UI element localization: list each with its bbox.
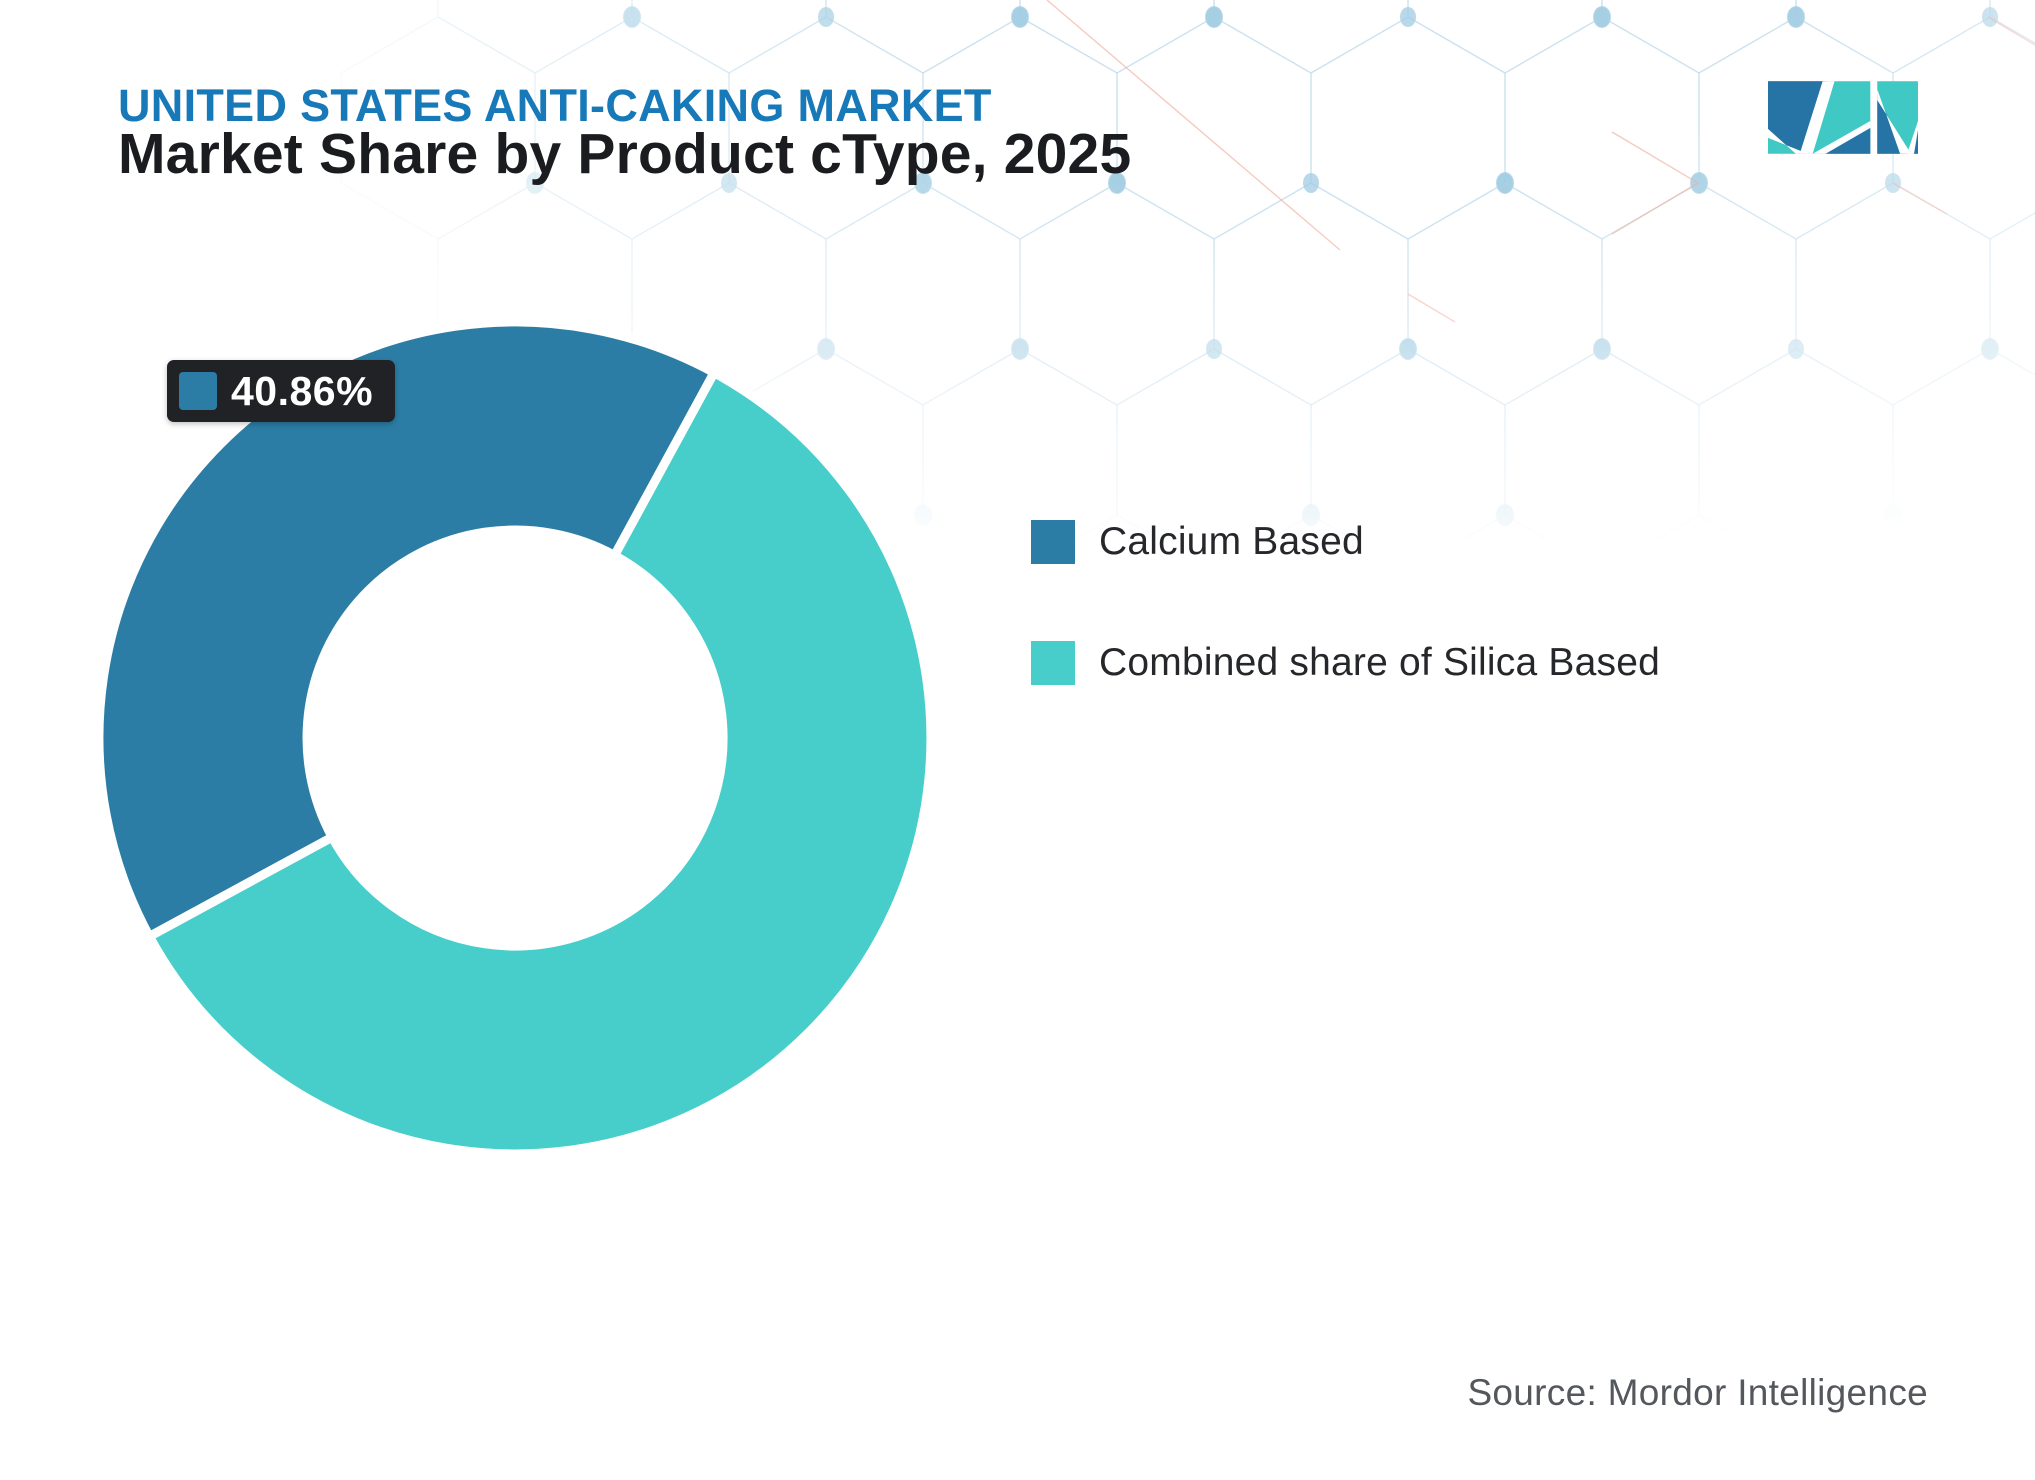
donut-slice-combined-share-of-silica-based[interactable] (144, 368, 936, 1159)
mordor-intelligence-logo (1768, 81, 1918, 154)
legend-swatch-silica (1031, 641, 1075, 685)
chart-title: Market Share by Product cType, 2025 (118, 122, 1132, 186)
legend-item-calcium-based[interactable]: Calcium Based (1031, 520, 1660, 564)
legend-swatch-calcium (1031, 520, 1075, 564)
logo-right-block (1877, 81, 1918, 154)
data-label-callout[interactable]: 40.86% (167, 360, 396, 422)
callout-value: 40.86% (231, 367, 374, 414)
legend-label-silica: Combined share of Silica Based (1099, 641, 1660, 684)
legend-label-calcium: Calcium Based (1099, 520, 1364, 563)
source-attribution: Source: Mordor Intelligence (1467, 1372, 1928, 1413)
chart-legend: Calcium Based Combined share of Silica B… (1031, 520, 1660, 685)
donut-chart (94, 317, 936, 1159)
legend-item-silica-based[interactable]: Combined share of Silica Based (1031, 641, 1660, 685)
logo-left-block (1768, 81, 1871, 154)
callout-series-swatch (179, 372, 217, 410)
